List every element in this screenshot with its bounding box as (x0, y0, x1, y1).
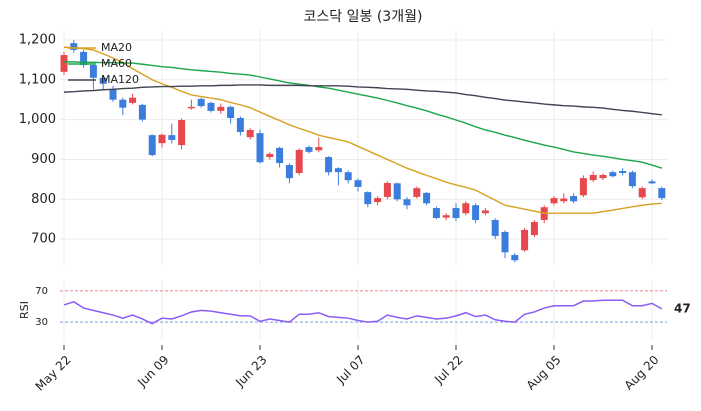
candle-body (207, 102, 215, 111)
candle-body (246, 129, 254, 138)
candle-body (374, 198, 382, 203)
candle-body (521, 229, 529, 251)
candle-body (364, 192, 372, 205)
candle-body (148, 135, 156, 156)
chart-title: 코스닥 일봉 (3개월) (304, 9, 423, 25)
candle-body (413, 188, 421, 197)
rsi-line (63, 299, 663, 325)
y-tick-label: 70 (35, 286, 48, 297)
rsi-axis-label: RSI (18, 301, 31, 319)
ma-line (64, 61, 663, 169)
candle-body (393, 183, 401, 200)
ma-line (63, 46, 662, 214)
candle-body (334, 168, 342, 173)
candle-body (109, 88, 117, 100)
candle-body (432, 208, 440, 218)
candle-body (305, 147, 313, 152)
x-tick-label: Aug 05 (524, 353, 564, 393)
x-tick-label: Aug 20 (622, 353, 662, 393)
ma-line (63, 84, 662, 116)
candle-body (658, 188, 666, 199)
candle-body (119, 99, 127, 108)
candle-body (589, 174, 597, 181)
candle-body (285, 165, 293, 179)
candle-body (579, 178, 587, 196)
candle-body (481, 210, 489, 214)
candle-body (638, 188, 646, 198)
candle-body (452, 208, 460, 218)
candle-body (560, 198, 568, 202)
candle-body (168, 135, 176, 140)
candle-body (138, 104, 146, 120)
candle-body (89, 65, 97, 78)
candle-body (403, 199, 411, 206)
candle-body (628, 172, 636, 187)
y-tick-label: 800 (31, 192, 56, 207)
y-tick-label: 1,200 (19, 32, 56, 47)
rsi-last-label: 47 (674, 301, 691, 315)
y-tick-label: 1,100 (19, 72, 56, 87)
candle-body (609, 172, 617, 177)
y-tick-label: 900 (31, 152, 56, 167)
candle-body (383, 182, 391, 197)
legend-label: MA20 (101, 41, 132, 54)
candle-body (266, 153, 274, 158)
candle-body (178, 120, 186, 146)
candle-body (325, 157, 333, 173)
candle-body (315, 147, 323, 151)
candle-body (99, 77, 107, 84)
candle-body (491, 219, 499, 236)
candle-body (648, 181, 656, 184)
candle-body (442, 215, 450, 218)
candle-body (60, 55, 68, 72)
candle-body (501, 231, 509, 253)
x-tick-label: May 22 (33, 353, 74, 394)
candle-body (462, 203, 470, 214)
y-tick-label: 30 (35, 317, 48, 328)
candle-body (511, 255, 519, 261)
candle-body (276, 147, 284, 164)
candle-body (70, 43, 78, 50)
candle-body (80, 51, 88, 66)
candle-body (472, 205, 480, 220)
x-tick-label: Jun 09 (134, 353, 171, 390)
y-tick-label: 1,000 (19, 112, 56, 127)
candle-body (158, 134, 166, 144)
candle-body (227, 106, 235, 119)
candle-body (619, 171, 627, 173)
candle-body (217, 106, 225, 111)
candle-body (256, 133, 264, 163)
legend-label: MA60 (101, 57, 132, 70)
y-tick-label: 700 (31, 232, 56, 247)
candle-body (599, 174, 607, 179)
candle-body (295, 149, 303, 173)
candle-body (344, 172, 352, 181)
candle-body (197, 98, 205, 107)
candle-body (550, 198, 558, 204)
candle-body (570, 196, 578, 202)
candle-body (530, 221, 538, 236)
candle-body (354, 180, 362, 187)
x-tick-label: Jul 22 (431, 353, 465, 387)
candle-body (236, 118, 244, 132)
legend-label: MA120 (101, 73, 139, 86)
candle-body (423, 192, 431, 204)
x-tick-label: Jul 07 (333, 353, 367, 387)
candle-body (129, 97, 137, 103)
candle-body (187, 106, 195, 109)
x-tick-label: Jun 23 (232, 353, 269, 390)
